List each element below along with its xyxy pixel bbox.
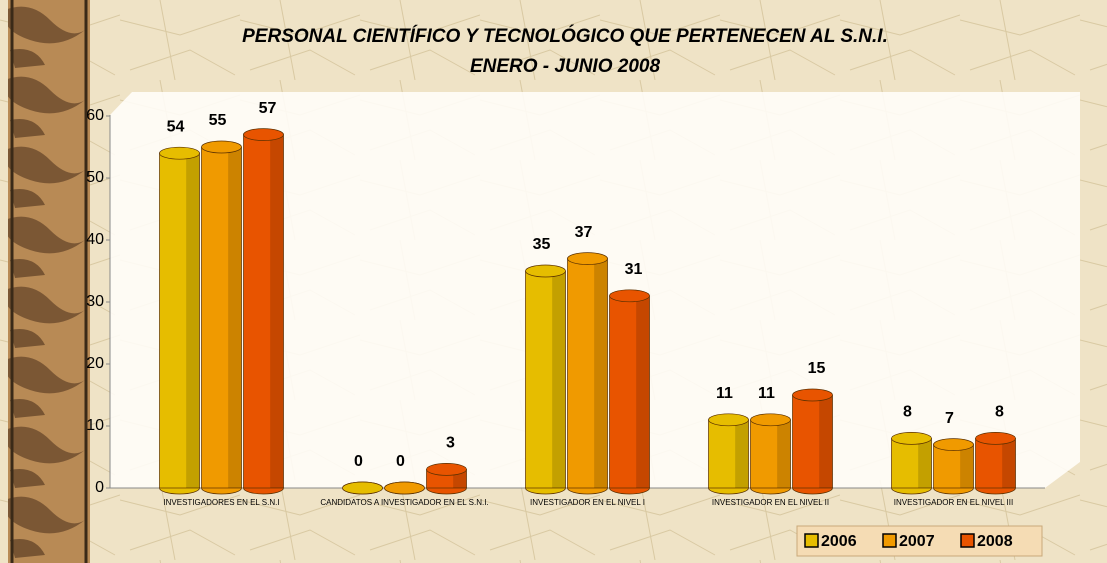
bar: [709, 414, 749, 494]
y-tick-label: 30: [86, 293, 104, 310]
legend-label: 2007: [899, 533, 935, 550]
data-label: 3: [446, 435, 455, 452]
data-label: 54: [167, 118, 185, 135]
y-tick-label: 0: [95, 479, 104, 496]
bar: [244, 129, 284, 494]
bar-top: [427, 463, 467, 475]
bar-shade: [270, 135, 283, 488]
bar-top: [244, 129, 284, 141]
bar: [892, 432, 932, 494]
data-label: 57: [259, 100, 277, 117]
bar-shade: [819, 395, 832, 488]
bar: [160, 147, 200, 494]
bar-top: [202, 141, 242, 153]
bar: [610, 290, 650, 494]
x-tick-label: CANDIDATOS A INVESTIGADOR EN EL S.N.I.: [315, 497, 495, 508]
x-tick-label-box: INVESTIGADOR EN EL NIVEL III: [864, 497, 1044, 527]
data-label: 8: [995, 404, 1004, 421]
x-tick-label-box: INVESTIGADOR EN EL NIVEL I: [498, 497, 678, 527]
bar: [385, 482, 425, 494]
side-strip: [8, 0, 90, 563]
page: PERSONAL CIENTÍFICO Y TECNOLÓGICO QUE PE…: [0, 0, 1107, 563]
data-label: 37: [575, 224, 593, 241]
bar-top: [160, 147, 200, 159]
bar-shade: [636, 296, 649, 488]
chart: PERSONAL CIENTÍFICO Y TECNOLÓGICO QUE PE…: [0, 0, 1107, 563]
bar: [202, 141, 242, 494]
data-label: 7: [945, 410, 954, 427]
bar-top: [610, 290, 650, 302]
bar-shade: [918, 438, 931, 488]
data-label: 8: [903, 404, 912, 421]
data-label: 15: [808, 360, 826, 377]
y-tick-label: 10: [86, 417, 104, 434]
bar-shade: [186, 153, 199, 488]
y-tick-label: 60: [86, 107, 104, 124]
bar-top: [709, 414, 749, 426]
data-label: 0: [354, 453, 363, 470]
chart-subtitle: ENERO - JUNIO 2008: [470, 56, 660, 77]
bar: [343, 482, 383, 494]
x-tick-label-box: CANDIDATOS A INVESTIGADOR EN EL S.N.I.: [315, 497, 495, 527]
x-tick-label: INVESTIGADORES EN EL S.N.I: [132, 497, 312, 508]
bar-shade: [1002, 438, 1015, 488]
legend-swatch: [961, 534, 974, 547]
legend-swatch: [805, 534, 818, 547]
bar-shade: [735, 420, 748, 488]
legend-label: 2006: [821, 533, 857, 550]
bar-shade: [594, 259, 607, 488]
bar: [751, 414, 791, 494]
bar-shade: [777, 420, 790, 488]
bar: [526, 265, 566, 494]
bar: [793, 389, 833, 494]
bar-shade: [228, 147, 241, 488]
data-label: 55: [209, 112, 227, 129]
data-label: 11: [758, 385, 775, 402]
bar-top: [526, 265, 566, 277]
x-tick-label-box: INVESTIGADOR EN EL NIVEL II: [681, 497, 861, 527]
bar: [934, 439, 974, 494]
data-label: 0: [396, 453, 405, 470]
x-tick-label: INVESTIGADOR EN EL NIVEL III: [864, 497, 1044, 508]
bar-top: [385, 482, 425, 494]
bar-top: [751, 414, 791, 426]
y-tick-label: 40: [86, 231, 104, 248]
bar-top: [934, 439, 974, 451]
bar-top: [343, 482, 383, 494]
y-tick-label: 20: [86, 355, 104, 372]
bar: [427, 463, 467, 494]
bar-shade: [960, 445, 973, 488]
legend-label: 2008: [977, 533, 1013, 550]
bar: [568, 253, 608, 494]
bar-top: [892, 432, 932, 444]
x-tick-label: INVESTIGADOR EN EL NIVEL II: [681, 497, 861, 508]
y-tick-label: 50: [86, 169, 104, 186]
bar-top: [568, 253, 608, 265]
x-tick-label: INVESTIGADOR EN EL NIVEL I: [498, 497, 678, 508]
bar-top: [793, 389, 833, 401]
data-label: 31: [625, 261, 643, 278]
x-tick-label-box: INVESTIGADORES EN EL S.N.I: [132, 497, 312, 527]
bar: [976, 432, 1016, 494]
chart-title: PERSONAL CIENTÍFICO Y TECNOLÓGICO QUE PE…: [242, 25, 888, 47]
legend-swatch: [883, 534, 896, 547]
data-label: 11: [716, 385, 733, 402]
data-label: 35: [533, 236, 551, 253]
bar-shade: [552, 271, 565, 488]
bar-top: [976, 432, 1016, 444]
